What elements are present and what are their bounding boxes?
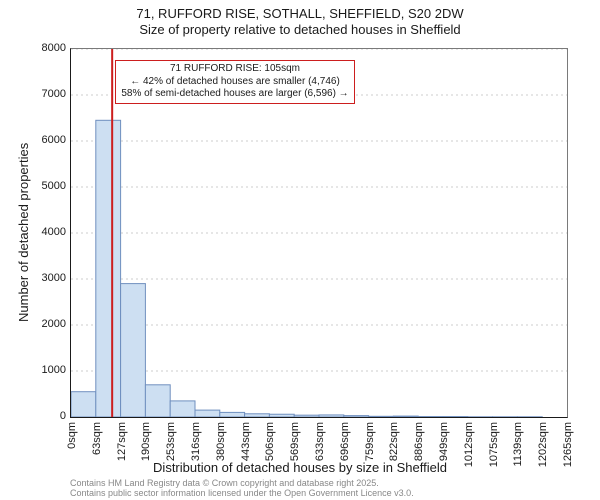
y-tick-label: 4000 (42, 226, 66, 238)
x-tick-label: 506sqm (264, 422, 276, 461)
histogram-bar (319, 415, 344, 417)
x-tick-label: 253sqm (165, 422, 177, 461)
footer-line-2: Contains public sector information licen… (70, 488, 414, 498)
histogram-bar (344, 416, 369, 417)
x-tick-label: 190sqm (140, 422, 152, 461)
histogram-bar (393, 416, 418, 417)
annotation-line-3: 58% of semi-detached houses are larger (… (120, 88, 350, 101)
footer: Contains HM Land Registry data © Crown c… (70, 478, 414, 499)
plot-area (70, 48, 568, 418)
plot-svg (71, 49, 567, 417)
annotation-line-1: 71 RUFFORD RISE: 105sqm (120, 63, 350, 76)
histogram-bar (245, 414, 270, 417)
x-tick-label: 822sqm (388, 422, 400, 461)
y-tick-label: 3000 (42, 272, 66, 284)
y-tick-label: 2000 (42, 318, 66, 330)
y-tick-label: 6000 (42, 134, 66, 146)
y-tick-label: 7000 (42, 88, 66, 100)
histogram-bar (220, 412, 245, 417)
annotation-line-2: ← 42% of detached houses are smaller (4,… (120, 76, 350, 89)
x-tick-label: 380sqm (215, 422, 227, 461)
y-tick-label: 8000 (42, 42, 66, 54)
histogram-bar (269, 414, 294, 417)
x-tick-label: 63sqm (91, 422, 103, 455)
x-tick-label: 569sqm (289, 422, 301, 461)
x-tick-label: 696sqm (339, 422, 351, 461)
x-tick-label: 949sqm (438, 422, 450, 461)
x-tick-label: 759sqm (364, 422, 376, 461)
x-tick-label: 316sqm (190, 422, 202, 461)
x-tick-label: 886sqm (413, 422, 425, 461)
x-tick-label: 633sqm (314, 422, 326, 461)
y-tick-label: 5000 (42, 180, 66, 192)
x-tick-label: 127sqm (116, 422, 128, 461)
x-tick-label: 443sqm (240, 422, 252, 461)
title-line-2: Size of property relative to detached ho… (0, 22, 600, 38)
annotation-box: 71 RUFFORD RISE: 105sqm ← 42% of detache… (115, 60, 355, 104)
histogram-bar (195, 410, 220, 417)
y-axis-title: Number of detached properties (16, 142, 31, 321)
histogram-bar (71, 392, 96, 417)
y-tick-label: 0 (60, 410, 66, 422)
histogram-bar (294, 415, 319, 417)
footer-line-1: Contains HM Land Registry data © Crown c… (70, 478, 414, 488)
x-tick-label: 0sqm (66, 422, 78, 449)
histogram-bar (145, 385, 170, 417)
histogram-bar (96, 120, 121, 417)
title-block: 71, RUFFORD RISE, SOTHALL, SHEFFIELD, S2… (0, 6, 600, 39)
title-line-1: 71, RUFFORD RISE, SOTHALL, SHEFFIELD, S2… (0, 6, 600, 22)
histogram-bar (369, 416, 394, 417)
histogram-bar (121, 284, 146, 417)
histogram-bar (170, 401, 195, 417)
x-axis-title: Distribution of detached houses by size … (0, 460, 600, 475)
y-tick-label: 1000 (42, 364, 66, 376)
chart-container: 71, RUFFORD RISE, SOTHALL, SHEFFIELD, S2… (0, 0, 600, 500)
